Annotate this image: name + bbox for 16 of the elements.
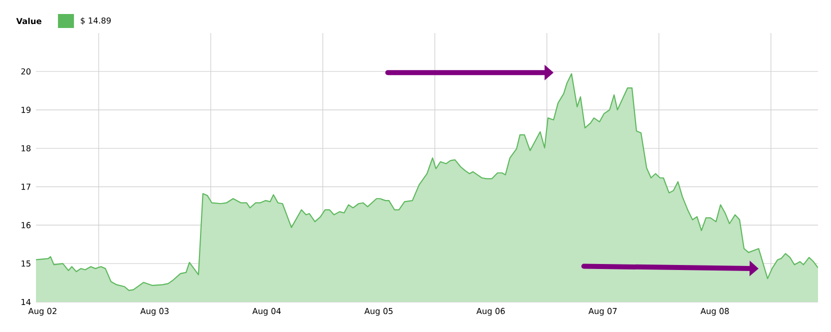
- x-tick-label: Aug 04: [252, 308, 281, 316]
- legend-label: $ 14.89: [80, 17, 111, 25]
- y-tick-label: 16: [22, 222, 31, 228]
- x-tick-label: Aug 03: [140, 308, 169, 316]
- x-tick-label: Aug 07: [588, 308, 617, 316]
- x-tick-label: Aug 08: [700, 308, 729, 316]
- x-tick-label: Aug 05: [364, 308, 393, 316]
- y-tick-label: 19: [22, 106, 31, 113]
- y-tick-label: 15: [22, 260, 30, 267]
- x-tick-label: Aug 06: [476, 308, 505, 316]
- legend-title: Value: [16, 18, 42, 24]
- y-tick-label: 14: [22, 299, 31, 305]
- y-tick-label: 20: [21, 68, 31, 75]
- x-tick-label: Aug 02: [28, 308, 56, 316]
- y-tick-label: 17: [22, 184, 30, 190]
- y-tick-label: 18: [22, 145, 31, 152]
